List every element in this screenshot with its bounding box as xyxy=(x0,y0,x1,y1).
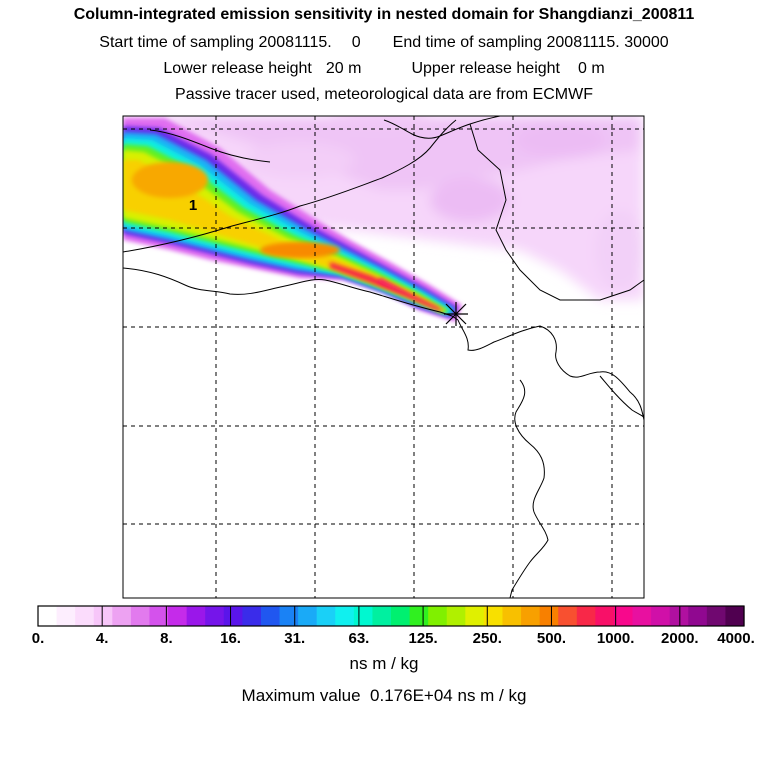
sampling-times: Start time of sampling 20081115. 0 End tim… xyxy=(0,34,768,52)
colorbar-tick-label: 8. xyxy=(160,630,173,647)
tracer-note: Passive tracer used, meteorological data… xyxy=(175,86,593,103)
colorbar-swatch xyxy=(409,606,429,626)
end-time-label: End time of sampling 20081115. 30000 xyxy=(392,34,669,51)
colorbar-swatch xyxy=(335,606,355,626)
colorbar-tick-label: 500. xyxy=(536,630,567,647)
maximum-label: Maximum value xyxy=(241,686,361,705)
colorbar-swatch xyxy=(75,606,95,626)
colorbar-swatch xyxy=(669,606,689,626)
colorbar-tick-label: 4. xyxy=(95,630,109,647)
colorbar-swatch xyxy=(613,606,634,626)
colorbar-unit: ns m / kg xyxy=(349,654,419,673)
background-sensitivity xyxy=(123,116,644,300)
colorbar-swatch xyxy=(521,606,541,626)
map-frame xyxy=(122,115,645,599)
colorbar-swatch xyxy=(242,606,262,626)
colorbar-swatch xyxy=(130,606,151,626)
plume-contour-label: 1 xyxy=(189,197,197,214)
colorbar-swatch xyxy=(391,606,411,626)
plume xyxy=(123,118,462,322)
start-time-label: Start time of sampling 20081115. xyxy=(99,34,332,51)
colorbar-swatch xyxy=(186,606,206,626)
colorbar-swatch xyxy=(279,606,299,626)
grid-lines xyxy=(123,116,644,598)
colorbar-swatch xyxy=(706,606,727,626)
colorbar-swatch xyxy=(223,606,243,626)
colorbar-swatch xyxy=(576,606,596,626)
colorbar-swatch xyxy=(632,606,652,626)
colorbar-swatch xyxy=(56,606,76,626)
map-area: 1 xyxy=(123,116,644,598)
colorbar-swatch xyxy=(446,606,466,626)
maximum-unit: ns m / kg xyxy=(457,686,527,705)
upper-release-label: Upper release height xyxy=(411,60,560,77)
colorbar-swatch xyxy=(298,606,318,626)
plot-title: Column-integrated emission sensitivity i… xyxy=(73,6,695,23)
release-heights: Lower release height 20 m Upper release he… xyxy=(0,60,768,78)
colorbar-swatch xyxy=(595,606,615,626)
colorbar-tick-label: 31. xyxy=(284,630,306,647)
colorbar-frame xyxy=(37,605,745,627)
lower-release-label: Lower release height xyxy=(163,60,312,77)
colorbar-swatch xyxy=(725,606,745,626)
colorbar-swatch xyxy=(260,606,281,626)
colorbar-tick-label: 1000. xyxy=(596,630,635,647)
colorbar-swatch xyxy=(93,606,113,626)
colorbar-swatch xyxy=(539,606,559,626)
colorbar-tick-label: 125. xyxy=(408,630,438,647)
release-site-marker xyxy=(444,302,468,326)
colorbar-swatch xyxy=(428,606,448,626)
colorbar-swatch xyxy=(651,606,671,626)
colorbar-tick-label: 250. xyxy=(472,630,502,647)
maximum-value: 0.176E+04 xyxy=(370,686,453,705)
colorbar-swatch xyxy=(168,606,188,626)
colorbar-tick-label: 4000. xyxy=(717,630,755,647)
maximum-value-line: Maximum value 0.176E+04 ns m / kg xyxy=(0,686,768,706)
start-time-value: 0 xyxy=(351,34,361,51)
colorbar-tick-label: 2000. xyxy=(661,630,699,647)
colorbar-swatch xyxy=(688,606,708,626)
lower-release-value: 20 m xyxy=(325,60,362,77)
colorbar-tick-label: 16. xyxy=(220,630,241,647)
colorbar-swatch xyxy=(112,606,132,626)
colorbar-swatch xyxy=(38,606,58,626)
colorbar-swatch xyxy=(205,606,225,626)
colorbar-swatch xyxy=(483,606,504,626)
colorbar-swatch xyxy=(558,606,578,626)
colorbar-swatch xyxy=(372,606,392,626)
colorbar-swatch xyxy=(353,606,374,626)
colorbar-swatch xyxy=(502,606,522,626)
upper-release-value: 0 m xyxy=(578,60,605,77)
colorbar-swatch xyxy=(149,606,169,626)
coastlines xyxy=(123,116,644,598)
colorbar-swatch xyxy=(465,606,485,626)
colorbar-tick-label: 63. xyxy=(348,630,370,647)
colorbar xyxy=(38,606,745,626)
colorbar-tick-label: 0. xyxy=(31,630,45,647)
colorbar-swatch xyxy=(316,606,336,626)
